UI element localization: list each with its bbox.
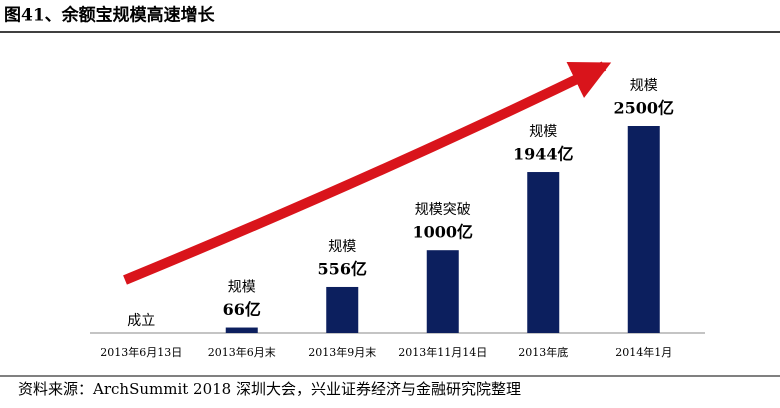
x-tick-label: 2014年1月 [615,345,672,359]
value-label: 66亿 [223,300,261,319]
x-tick-label: 2013年9月末 [308,345,376,359]
label-title: 规模突破 [415,202,471,218]
label-title: 成立 [127,313,155,329]
x-tick-label: 2013年6月末 [208,345,276,359]
bar [225,327,258,333]
label-title: 规模 [328,239,356,255]
value-label: 1944亿 [513,145,574,164]
value-label: 2500亿 [613,99,674,118]
bar [326,286,359,333]
value-label: 1000亿 [412,223,473,242]
chart-title: 图41、余额宝规模高速增长 [4,5,216,26]
label-title: 规模 [630,78,658,94]
x-tick-label: 2013年底 [518,345,568,359]
x-tick-label: 2013年11月14日 [398,345,487,359]
value-label: 556亿 [318,259,367,278]
label-title: 规模 [228,280,256,296]
source: 资料来源：ArchSummit 2018 深圳大会，兴业证券经济与金融研究院整理 [18,380,521,398]
bar [426,250,459,333]
bar [627,126,660,333]
bar [527,172,560,333]
x-tick-label: 2013年6月13日 [100,345,182,359]
growth-arrow [123,61,612,285]
label-title: 规模 [529,124,557,140]
